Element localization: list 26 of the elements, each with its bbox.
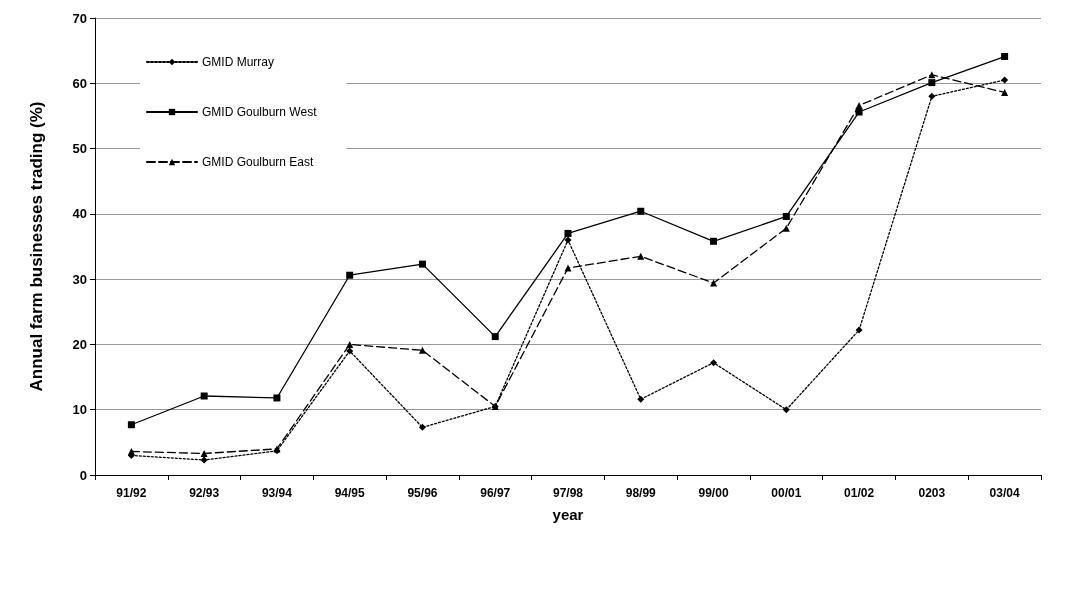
x-tick-label: 95/96 <box>407 486 438 500</box>
x-axis-title: year <box>552 506 584 523</box>
y-tick-label: 50 <box>72 141 87 157</box>
x-tick-label: 97/98 <box>552 486 584 500</box>
y-tick-label: 20 <box>72 336 87 352</box>
y-axis-title: Annual farm businesses trading (%) <box>27 101 46 392</box>
x-tick-label: 94/95 <box>334 486 366 500</box>
y-tick-label: 0 <box>79 467 87 483</box>
x-tick-label: 99/00 <box>698 486 729 500</box>
y-tick-label: 70 <box>72 10 87 26</box>
x-tick-label: 00/01 <box>771 486 802 500</box>
y-tick-label: 60 <box>72 75 87 91</box>
x-tick-label: 92/93 <box>189 486 220 500</box>
y-tick-label: 30 <box>72 271 87 287</box>
x-tick-label: 03/04 <box>989 486 1020 500</box>
legend-label: GMID Goulburn East <box>202 155 315 169</box>
x-tick-label: 0203 <box>918 486 946 500</box>
legend-label: GMID Goulburn West <box>202 105 318 119</box>
y-tick-label: 40 <box>72 206 87 222</box>
y-tick-label: 10 <box>72 402 87 418</box>
x-tick-label: 96/97 <box>480 486 511 500</box>
legend-label: GMID Murray <box>202 55 274 69</box>
x-tick-label: 98/99 <box>625 486 657 500</box>
x-tick-label: 93/94 <box>261 486 293 500</box>
x-tick-label: 01/02 <box>844 486 875 500</box>
x-tick-label: 91/92 <box>116 486 147 500</box>
